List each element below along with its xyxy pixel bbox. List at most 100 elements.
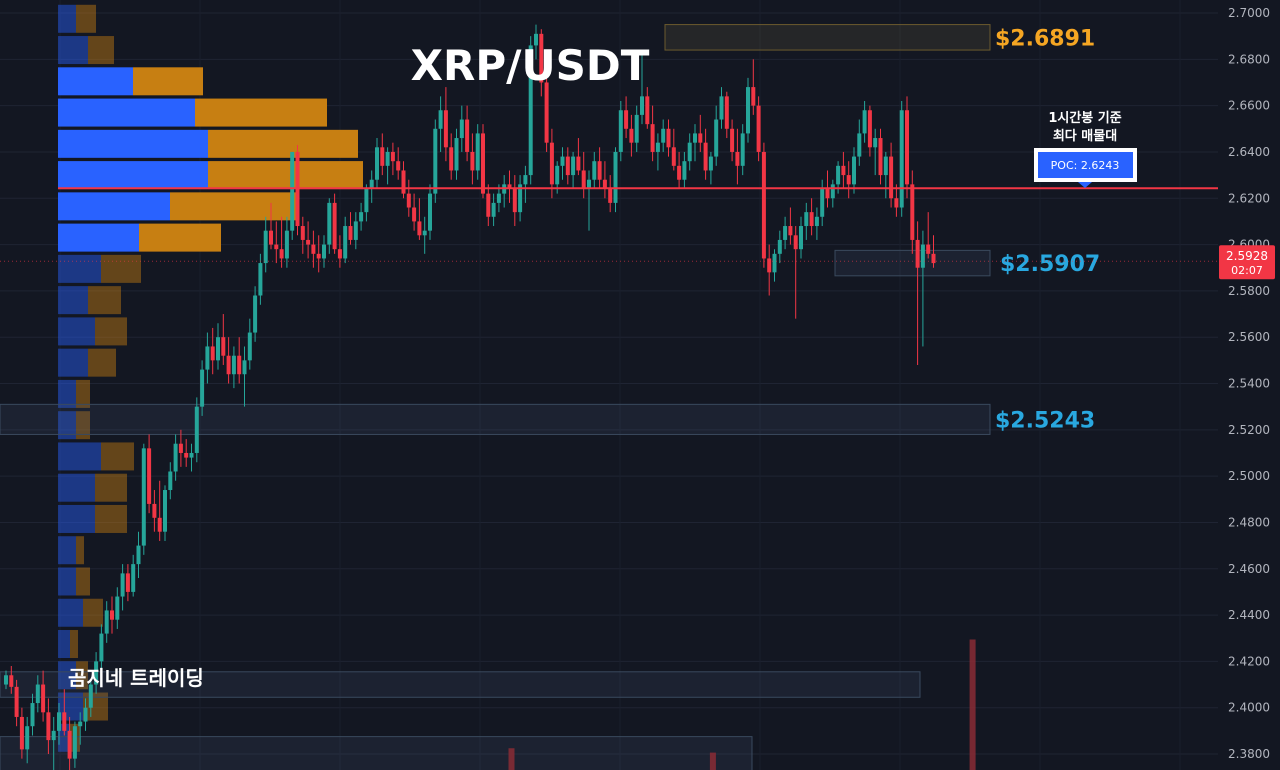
candle-body <box>899 110 904 208</box>
vp-down-bar <box>170 192 297 221</box>
candle-body <box>263 230 268 264</box>
candle-body <box>242 360 247 375</box>
candle-body <box>136 545 141 565</box>
vp-down-bar <box>76 4 96 33</box>
volume-bars <box>508 639 976 770</box>
candle-body <box>417 221 422 236</box>
candle-body <box>25 726 30 750</box>
candle-body <box>226 355 231 375</box>
candle-body <box>396 161 401 171</box>
candle-body <box>205 346 210 370</box>
candle-body <box>19 716 24 750</box>
candle-body <box>237 355 242 375</box>
candle-body <box>587 179 591 189</box>
y-tick-label: 2.4400 <box>1228 608 1270 622</box>
candle-body <box>120 573 125 597</box>
candle-body <box>735 151 740 166</box>
candle-body <box>51 730 56 741</box>
level-label: $2.5907 <box>1000 252 1100 277</box>
poc-label: POC: 2.6243 <box>1051 159 1120 172</box>
candle-body <box>216 337 220 361</box>
candle-body <box>131 564 136 592</box>
price-axis: 2.70002.68002.66002.64002.62002.60002.58… <box>0 6 1275 761</box>
candle-body <box>629 128 634 143</box>
candle-body <box>708 156 713 171</box>
candle-body <box>449 147 454 171</box>
y-tick-label: 2.5400 <box>1228 377 1270 391</box>
vp-down-bar <box>76 536 84 565</box>
y-tick-label: 2.6200 <box>1228 191 1270 205</box>
candle-body <box>481 133 485 194</box>
candle-body <box>788 226 793 236</box>
candle-body <box>110 610 114 620</box>
candle-body <box>57 712 61 731</box>
candle-body <box>327 202 332 245</box>
y-tick-label: 2.6400 <box>1228 145 1270 159</box>
poc-line-group: POC: 2.6243 <box>58 148 1218 190</box>
candle-body <box>353 221 358 240</box>
candle-body <box>300 226 305 240</box>
vp-down-bar <box>76 411 90 440</box>
poc-label-box <box>1038 152 1133 178</box>
chart-title: XRP/USDT <box>411 41 650 90</box>
candle-body <box>104 610 109 634</box>
vp-down-bar <box>208 161 363 190</box>
candle-body <box>846 175 851 185</box>
candle-body <box>279 249 284 259</box>
candle-body <box>830 184 835 199</box>
volume-bar <box>969 639 976 770</box>
candle-body <box>693 133 697 143</box>
candle-body <box>666 128 671 148</box>
candle-body <box>915 239 920 268</box>
candle-body <box>99 633 104 662</box>
candle-body <box>539 33 544 83</box>
candle-body <box>486 193 491 217</box>
vp-down-bar <box>76 567 90 596</box>
candle-body <box>322 244 326 259</box>
vp-up-bar <box>58 98 195 127</box>
candle-body <box>94 661 99 685</box>
poc-note-line1: 1시간봉 기준 <box>1048 110 1121 126</box>
candle-body <box>889 156 894 199</box>
candle-body <box>602 179 607 189</box>
candle-body <box>247 332 252 361</box>
candle-body <box>470 151 475 171</box>
candle-body <box>814 216 819 227</box>
candle-body <box>650 124 655 152</box>
candle-body <box>221 337 226 356</box>
candle-body <box>46 712 51 741</box>
vp-down-bar <box>76 379 90 408</box>
vp-up-bar <box>58 317 95 346</box>
vp-up-bar <box>58 223 139 252</box>
candle-body <box>348 226 353 240</box>
vp-down-bar <box>70 630 78 659</box>
candle-body <box>640 96 644 115</box>
candle-body <box>491 202 496 217</box>
candle-body <box>41 684 46 713</box>
candle-body <box>518 184 523 213</box>
vp-up-bar <box>58 348 88 377</box>
candle-body <box>475 133 480 171</box>
vp-up-bar <box>58 286 88 315</box>
candle-body <box>682 161 687 180</box>
candle-body <box>496 193 501 203</box>
candle-body <box>163 490 167 532</box>
vp-up-bar <box>58 661 76 690</box>
candle-body <box>825 188 830 199</box>
candle-body <box>894 198 899 208</box>
candle-body <box>740 133 745 166</box>
candle-body <box>661 128 666 143</box>
candle-body <box>311 244 316 254</box>
candle-body <box>645 96 650 125</box>
candle-body <box>72 726 77 759</box>
candle-body <box>746 87 750 134</box>
candle-body <box>873 138 878 148</box>
level-zone <box>834 249 991 277</box>
candle-body <box>931 253 936 264</box>
candle-body <box>878 138 883 176</box>
candle-body <box>703 142 708 171</box>
vp-up-bar <box>58 379 76 408</box>
candle-body <box>544 82 549 143</box>
